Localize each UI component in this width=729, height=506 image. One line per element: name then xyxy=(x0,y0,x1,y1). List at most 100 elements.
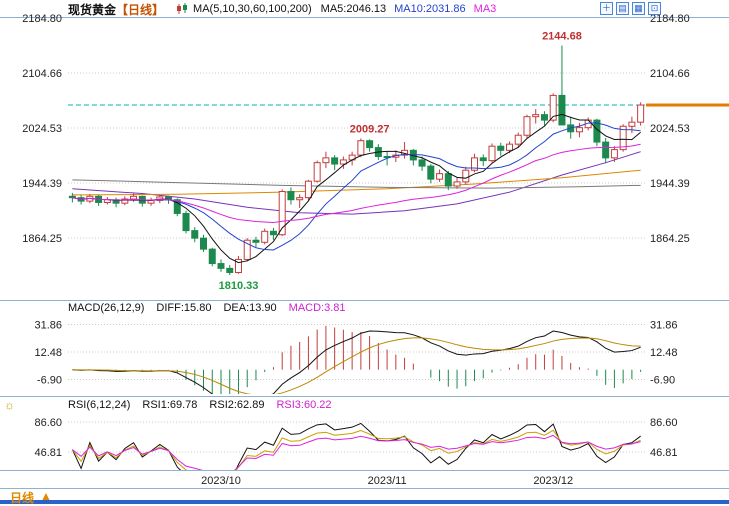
date-axis-label: 2023/10 xyxy=(201,475,241,487)
symbol-name: 现货黄金 xyxy=(68,2,117,17)
macd-axis-label-left: -6.90 xyxy=(37,375,62,387)
chart-header: 现货黄金 【日线】 MA(5,10,30,60,100,200) MA5:204… xyxy=(68,1,496,17)
candle[interactable] xyxy=(208,247,216,267)
rsi2-value: RSI2:62.89 xyxy=(209,399,265,411)
macd-axis-label-left: 31.86 xyxy=(34,320,62,332)
macd-axis-label-right: 31.86 xyxy=(650,320,678,332)
candle[interactable] xyxy=(322,151,330,169)
candle[interactable] xyxy=(488,143,496,163)
candle[interactable] xyxy=(409,148,417,166)
macd-axis-label-left: 12.48 xyxy=(34,347,62,359)
candle[interactable] xyxy=(514,132,522,148)
fullscreen-icon[interactable]: ⊡ xyxy=(648,2,661,15)
rsi1-line xyxy=(71,422,641,470)
candle[interactable] xyxy=(191,227,199,243)
period-selector[interactable]: 日线 ▲ xyxy=(10,489,52,506)
candle[interactable] xyxy=(261,228,269,245)
macd-legend: MACD(26,12,9) DIFF:15.80 DEA:13.90 MACD:… xyxy=(68,302,346,314)
candle[interactable] xyxy=(234,256,242,274)
period-selector-arrow-icon[interactable]: ▲ xyxy=(40,489,52,503)
candle[interactable] xyxy=(357,138,365,158)
price-axis-label-left: 1864.25 xyxy=(22,233,62,245)
ma60-line xyxy=(72,151,641,215)
candle[interactable] xyxy=(339,156,347,169)
candle[interactable] xyxy=(619,124,627,152)
dea-line xyxy=(72,337,641,394)
candle[interactable] xyxy=(217,259,225,272)
candle[interactable] xyxy=(558,45,566,126)
candle[interactable] xyxy=(497,142,505,156)
candle[interactable] xyxy=(401,142,409,159)
rsi-legend: RSI(6,12,24) RSI1:69.78 RSI2:62.89 RSI3:… xyxy=(68,399,332,411)
rsi-axis-label-right: 46.81 xyxy=(650,447,678,459)
candle[interactable] xyxy=(471,153,479,173)
candle[interactable] xyxy=(637,102,645,126)
candle[interactable] xyxy=(549,93,557,123)
ma100-line xyxy=(72,169,641,196)
candle[interactable] xyxy=(540,111,548,126)
ma5-value: MA5:2046.13 xyxy=(320,3,387,15)
candle[interactable] xyxy=(138,195,146,207)
layout-rows-icon[interactable]: ▤ xyxy=(616,2,629,15)
price-axis-label-right: 1944.39 xyxy=(650,178,690,190)
candle[interactable] xyxy=(479,154,487,167)
macd-axis-label-right: 12.48 xyxy=(650,347,678,359)
bottom-window-bar xyxy=(0,500,729,504)
rsi-axis-label-left: 86.60 xyxy=(34,417,62,429)
diff-value: DIFF:15.80 xyxy=(156,302,212,314)
main-price-panel[interactable] xyxy=(68,45,645,276)
candle[interactable] xyxy=(427,164,435,184)
price-axis-label-right: 2104.66 xyxy=(650,68,690,80)
chart-toolbar: ＋ ▤ ▦ ⊡ xyxy=(600,2,661,15)
candle[interactable] xyxy=(243,238,251,262)
candle[interactable] xyxy=(121,196,129,206)
candle[interactable] xyxy=(444,170,452,191)
candle[interactable] xyxy=(436,169,444,182)
candle[interactable] xyxy=(269,227,277,241)
candle[interactable] xyxy=(278,189,286,237)
ma10-value: MA10:2031.86 xyxy=(394,3,466,15)
candle[interactable] xyxy=(628,116,636,134)
candle[interactable] xyxy=(182,210,190,234)
macd-params-label: MACD(26,12,9) xyxy=(68,302,145,314)
candle[interactable] xyxy=(505,141,513,154)
rsi-panel[interactable] xyxy=(71,422,641,482)
macd-panel[interactable] xyxy=(72,325,642,405)
period-selector-label[interactable]: 日线 xyxy=(10,491,35,505)
price-axis-label-left: 2024.53 xyxy=(22,123,62,135)
zoom-in-icon[interactable]: ＋ xyxy=(600,2,613,15)
candle[interactable] xyxy=(366,139,374,152)
ma30-value: MA3 xyxy=(473,3,497,15)
candle[interactable] xyxy=(147,197,155,206)
candle[interactable] xyxy=(602,137,610,164)
diff-line xyxy=(72,330,641,394)
candle[interactable] xyxy=(313,160,321,183)
candle[interactable] xyxy=(252,236,260,248)
candle[interactable] xyxy=(103,196,111,205)
candle[interactable] xyxy=(331,155,339,171)
macd-axis-label-right: -6.90 xyxy=(650,375,675,387)
candle[interactable] xyxy=(418,156,426,171)
candle[interactable] xyxy=(200,234,208,252)
price-axis-label-right: 2184.80 xyxy=(650,13,690,25)
price-annotation: 1810.33 xyxy=(219,280,259,292)
candle[interactable] xyxy=(575,122,583,138)
candle[interactable] xyxy=(95,194,103,206)
candle[interactable] xyxy=(453,177,461,189)
price-annotation: 2009.27 xyxy=(350,123,390,135)
indicator-settings-icon[interactable]: ☼ xyxy=(4,398,15,412)
candle[interactable] xyxy=(462,166,470,185)
candle[interactable] xyxy=(610,146,618,162)
price-axis-label-left: 1944.39 xyxy=(22,178,62,190)
candle[interactable] xyxy=(532,109,540,124)
candle[interactable] xyxy=(112,197,120,208)
candle[interactable] xyxy=(304,179,312,201)
rsi-axis-label-left: 46.81 xyxy=(34,447,62,459)
candlestick-icon xyxy=(177,3,188,14)
candle[interactable] xyxy=(296,194,304,208)
grid-view-icon[interactable]: ▦ xyxy=(632,2,645,15)
candle[interactable] xyxy=(523,114,531,138)
candle[interactable] xyxy=(226,264,234,276)
candle[interactable] xyxy=(287,187,295,205)
